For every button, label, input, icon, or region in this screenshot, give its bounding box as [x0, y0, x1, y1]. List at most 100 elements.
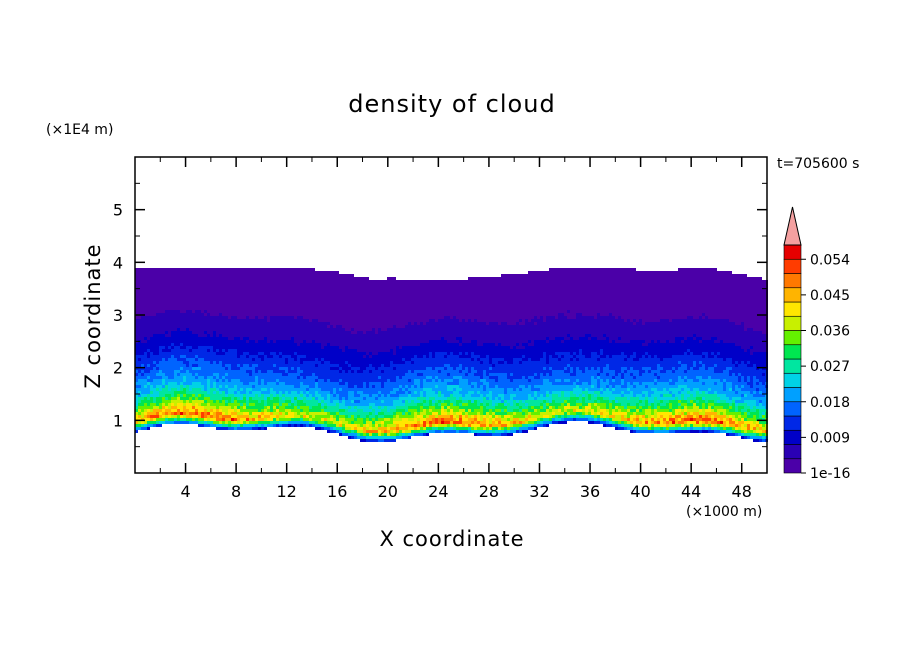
field-cell: [615, 328, 618, 331]
field-cell: [213, 334, 216, 337]
field-cell: [372, 328, 375, 331]
field-cell: [222, 322, 225, 325]
field-cell: [456, 289, 459, 292]
field-cell: [666, 277, 669, 280]
field-cell: [246, 334, 249, 337]
field-cell: [501, 301, 504, 304]
field-cell: [468, 334, 471, 337]
field-cell: [447, 319, 450, 322]
field-cell: [465, 340, 468, 343]
field-cell: [564, 289, 567, 292]
field-cell: [417, 295, 420, 298]
field-cell: [165, 304, 168, 307]
field-cell: [156, 313, 159, 316]
field-cell: [636, 340, 639, 343]
field-cell: [201, 322, 204, 325]
field-cell: [192, 322, 195, 325]
field-cell: [159, 334, 162, 337]
field-cell: [351, 340, 354, 343]
field-cell: [489, 334, 492, 337]
field-cell: [693, 277, 696, 280]
field-cell: [186, 328, 189, 331]
field-cell: [435, 328, 438, 331]
field-cell: [384, 283, 387, 286]
field-cell: [492, 331, 495, 334]
field-cell: [285, 322, 288, 325]
field-cell: [681, 298, 684, 301]
field-cell: [429, 310, 432, 313]
field-cell: [168, 340, 171, 343]
field-cell: [378, 337, 381, 340]
field-cell: [681, 337, 684, 340]
field-cell: [282, 310, 285, 313]
field-cell: [165, 283, 168, 286]
field-cell: [594, 280, 597, 283]
field-cell: [519, 313, 522, 316]
field-cell: [426, 334, 429, 337]
field-cell: [354, 337, 357, 340]
field-cell: [321, 280, 324, 283]
field-cell: [723, 325, 726, 328]
field-cell: [690, 334, 693, 337]
field-cell: [324, 277, 327, 280]
field-cell: [381, 280, 384, 283]
field-cell: [381, 325, 384, 328]
field-cell: [543, 301, 546, 304]
field-cell: [417, 298, 420, 301]
field-cell: [459, 322, 462, 325]
field-cell: [162, 319, 165, 322]
field-cell: [540, 316, 543, 319]
field-cell: [177, 286, 180, 289]
field-cell: [402, 301, 405, 304]
field-cell: [492, 280, 495, 283]
field-cell: [468, 289, 471, 292]
field-cell: [501, 286, 504, 289]
field-cell: [513, 304, 516, 307]
field-cell: [660, 274, 663, 277]
field-cell: [213, 280, 216, 283]
field-cell: [228, 310, 231, 313]
field-cell: [417, 313, 420, 316]
field-cell: [195, 328, 198, 331]
field-cell: [390, 340, 393, 343]
field-cell: [546, 286, 549, 289]
field-cell: [159, 307, 162, 310]
field-cell: [627, 283, 630, 286]
field-cell: [375, 292, 378, 295]
field-cell: [552, 268, 555, 271]
field-cell: [297, 334, 300, 337]
field-cell: [744, 304, 747, 307]
field-cell: [564, 319, 567, 322]
field-cell: [759, 298, 762, 301]
field-cell: [570, 322, 573, 325]
field-cell: [489, 328, 492, 331]
field-cell: [387, 340, 390, 343]
field-cell: [747, 322, 750, 325]
field-cell: [681, 283, 684, 286]
field-cell: [189, 292, 192, 295]
field-cell: [492, 307, 495, 310]
field-cell: [186, 334, 189, 337]
field-cell: [600, 280, 603, 283]
field-cell: [393, 301, 396, 304]
field-cell: [636, 325, 639, 328]
field-cell: [627, 286, 630, 289]
field-cell: [336, 274, 339, 277]
field-cell: [318, 301, 321, 304]
field-cell: [279, 322, 282, 325]
field-cell: [645, 301, 648, 304]
field-cell: [150, 283, 153, 286]
field-cell: [327, 337, 330, 340]
field-cell: [675, 301, 678, 304]
field-cell: [150, 292, 153, 295]
field-cell: [474, 316, 477, 319]
field-cell: [567, 319, 570, 322]
field-cell: [333, 322, 336, 325]
field-cell: [732, 286, 735, 289]
field-cell: [384, 334, 387, 337]
field-cell: [657, 289, 660, 292]
field-cell: [462, 331, 465, 334]
field-cell: [549, 331, 552, 334]
field-cell: [273, 289, 276, 292]
field-cell: [294, 313, 297, 316]
